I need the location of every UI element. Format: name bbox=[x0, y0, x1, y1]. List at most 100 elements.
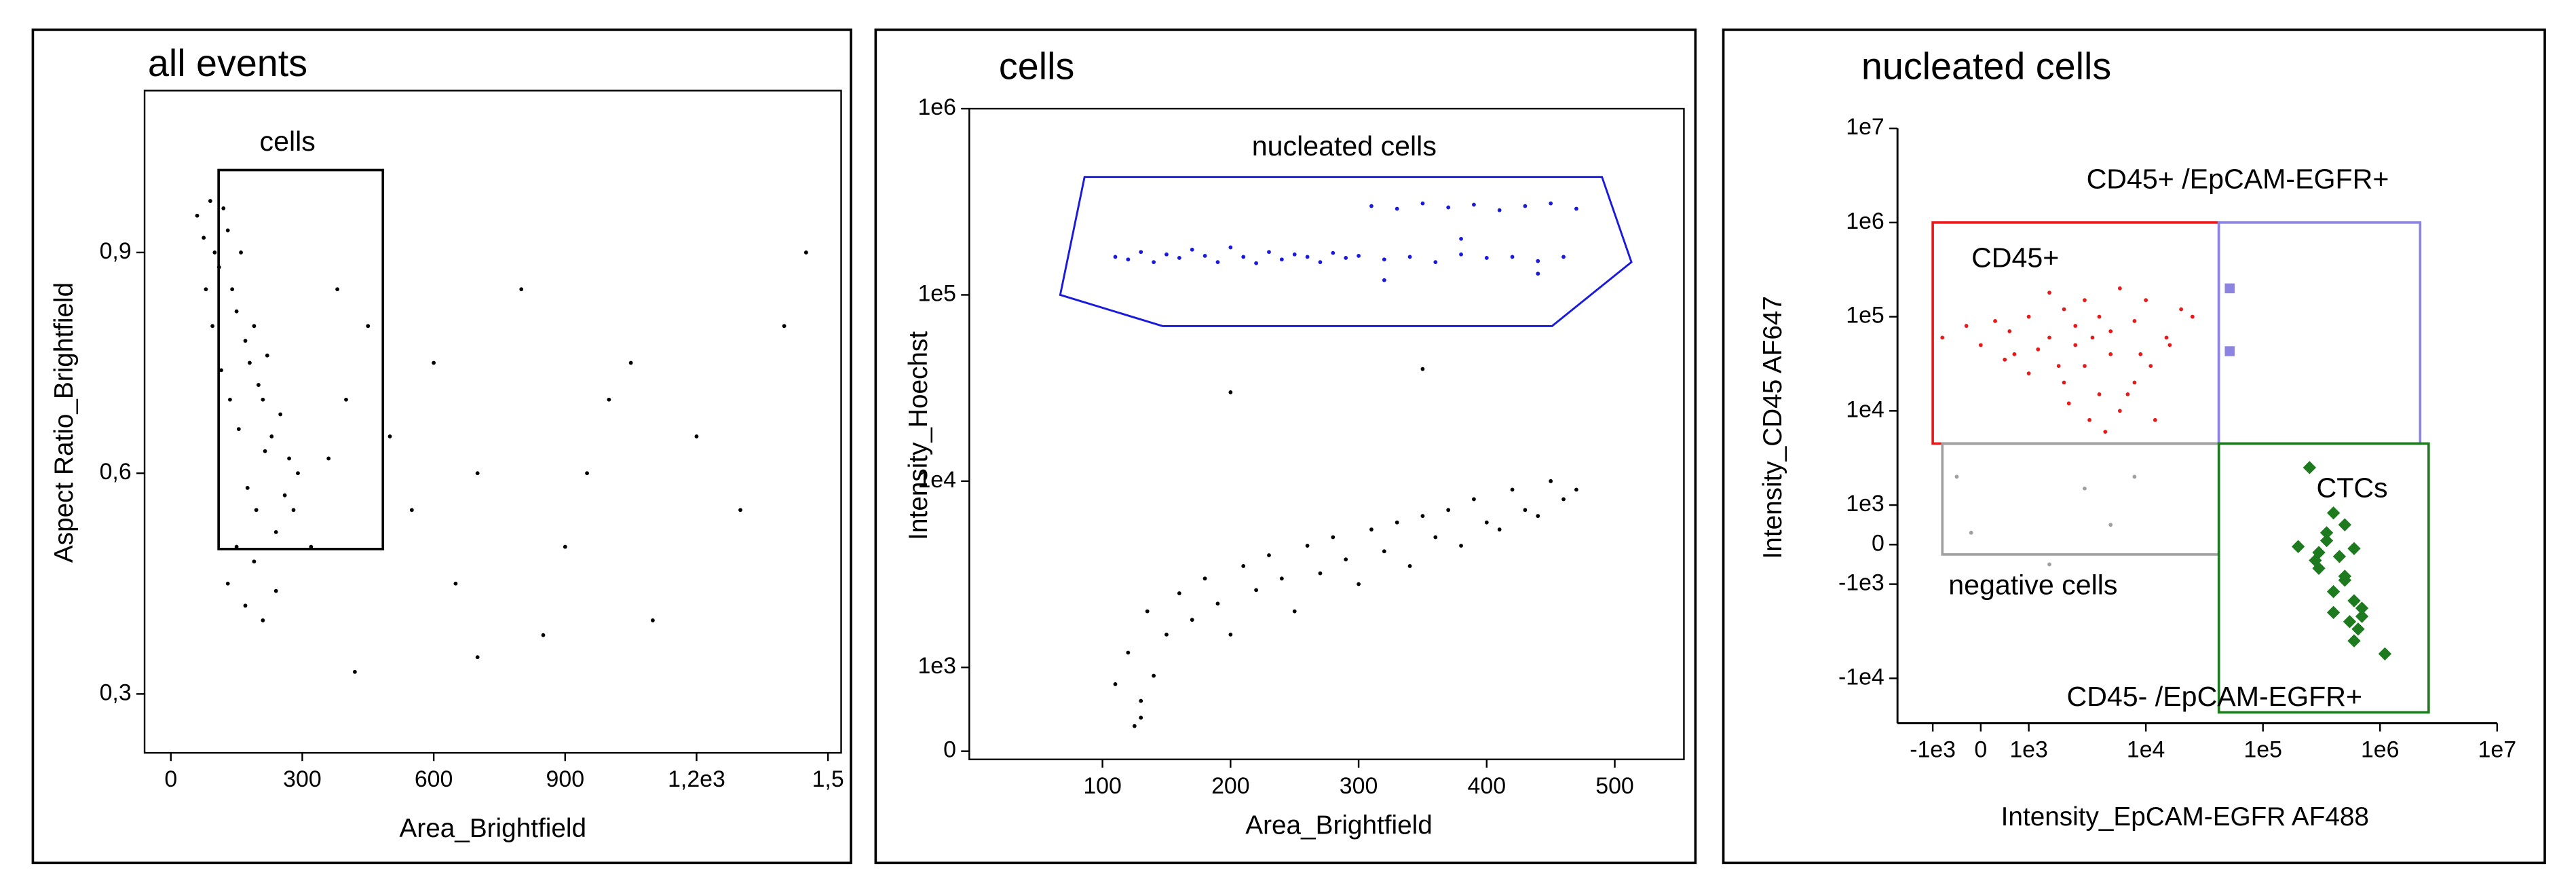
point bbox=[1139, 250, 1143, 255]
point bbox=[1954, 474, 1959, 479]
point bbox=[585, 471, 589, 476]
point bbox=[273, 529, 278, 534]
point bbox=[1177, 256, 1181, 260]
point bbox=[1382, 549, 1386, 554]
point bbox=[256, 383, 261, 387]
panel-frame bbox=[1722, 29, 2546, 865]
gate bbox=[1059, 176, 1633, 327]
point bbox=[1292, 609, 1297, 614]
y-tick-label: 0,3 bbox=[100, 679, 132, 705]
point bbox=[2291, 540, 2305, 553]
y-tick-label: 0 bbox=[943, 737, 956, 763]
point bbox=[219, 368, 223, 373]
y-tick-label: 1e6 bbox=[917, 94, 956, 120]
point bbox=[1190, 247, 1194, 252]
point bbox=[1993, 319, 1997, 323]
point bbox=[1433, 535, 1438, 540]
point bbox=[651, 618, 655, 622]
point bbox=[2347, 634, 2361, 648]
point bbox=[291, 508, 296, 512]
point bbox=[195, 213, 200, 218]
point bbox=[1407, 255, 1412, 259]
x-tick-label: 100 bbox=[1083, 773, 1122, 799]
point bbox=[2132, 380, 2137, 385]
point bbox=[2378, 647, 2392, 660]
point bbox=[1254, 261, 1258, 265]
point bbox=[1497, 208, 1502, 212]
point bbox=[2047, 291, 2051, 295]
point bbox=[1113, 255, 1118, 259]
point bbox=[1940, 335, 1945, 340]
point bbox=[261, 397, 265, 402]
gate-label: CD45+ bbox=[1971, 242, 2059, 274]
point bbox=[1446, 508, 1451, 512]
point bbox=[2108, 352, 2113, 356]
point bbox=[541, 633, 546, 637]
point bbox=[353, 669, 357, 674]
point bbox=[2097, 392, 2102, 396]
point bbox=[1139, 715, 1143, 720]
point bbox=[2309, 553, 2322, 567]
point bbox=[1969, 530, 1973, 535]
y-axis-label: Intensity_Hoechst bbox=[904, 331, 933, 540]
point bbox=[2073, 324, 2078, 328]
x-tick-label: 0 bbox=[164, 766, 177, 792]
point bbox=[2190, 314, 2195, 319]
point bbox=[1279, 576, 1284, 581]
point bbox=[1305, 255, 1310, 259]
point bbox=[1152, 260, 1156, 265]
point bbox=[2062, 307, 2066, 312]
point bbox=[221, 206, 226, 210]
y-tick-label: 1e6 bbox=[1846, 208, 1884, 234]
y-axis-label: Aspect Ratio_Brightfield bbox=[50, 282, 79, 563]
point bbox=[245, 485, 250, 490]
point bbox=[234, 544, 239, 549]
point bbox=[1523, 204, 1528, 208]
point bbox=[309, 544, 314, 549]
point bbox=[1292, 252, 1297, 257]
point bbox=[2056, 364, 2061, 369]
point bbox=[2062, 380, 2066, 385]
x-tick-label: -1e3 bbox=[1910, 737, 1956, 763]
point bbox=[563, 544, 567, 549]
point bbox=[252, 559, 257, 564]
point bbox=[1177, 591, 1181, 595]
point bbox=[2164, 335, 2169, 340]
point bbox=[1549, 201, 1553, 206]
point bbox=[2132, 474, 2137, 479]
point bbox=[2326, 506, 2341, 520]
gate-label: CD45+ /EpCAM-EGFR+ bbox=[2087, 163, 2389, 194]
point bbox=[1536, 259, 1540, 263]
point bbox=[1228, 390, 1233, 394]
x-tick-label: 600 bbox=[415, 766, 453, 792]
point bbox=[2319, 534, 2334, 548]
point bbox=[202, 236, 206, 240]
point bbox=[2026, 314, 2031, 319]
point bbox=[1344, 557, 1348, 562]
plot-frame bbox=[143, 90, 842, 754]
point bbox=[1420, 201, 1425, 206]
point bbox=[1964, 324, 1969, 328]
point bbox=[1254, 588, 1258, 593]
point bbox=[1132, 724, 1137, 728]
x-tick-label: 1e5 bbox=[2243, 737, 2282, 763]
point bbox=[2179, 307, 2183, 312]
gate-label: cells bbox=[260, 126, 316, 157]
x-tick-label: 300 bbox=[1340, 773, 1378, 799]
point bbox=[1305, 544, 1310, 548]
point bbox=[1331, 535, 1336, 540]
panel-title: cells bbox=[999, 45, 1074, 88]
point bbox=[1190, 618, 1194, 622]
point bbox=[432, 360, 436, 365]
x-tick-label: 0 bbox=[1974, 737, 1987, 763]
point bbox=[2125, 392, 2130, 396]
point bbox=[1139, 698, 1143, 703]
point bbox=[287, 456, 291, 461]
point bbox=[1202, 254, 1207, 258]
point bbox=[282, 493, 287, 498]
point bbox=[2347, 594, 2361, 608]
point bbox=[243, 603, 248, 608]
point bbox=[1420, 367, 1425, 371]
point bbox=[1574, 206, 1578, 211]
point bbox=[296, 471, 300, 476]
